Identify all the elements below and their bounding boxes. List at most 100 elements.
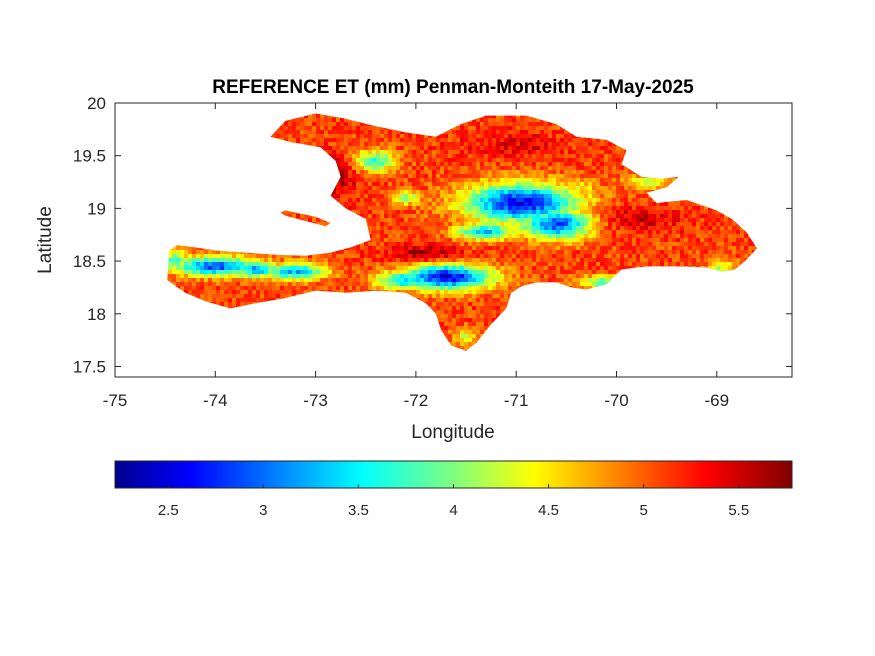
- et-cell: [468, 190, 473, 195]
- et-cell: [400, 290, 405, 295]
- et-cell: [388, 138, 393, 143]
- et-cell: [272, 262, 277, 267]
- et-cell: [316, 138, 321, 143]
- et-cell: [380, 246, 385, 251]
- et-cell: [460, 250, 465, 255]
- et-cell: [424, 178, 429, 183]
- et-cell: [456, 210, 461, 215]
- et-cell: [456, 254, 461, 259]
- et-cell: [456, 206, 461, 211]
- et-cell: [292, 118, 297, 123]
- et-cell: [452, 262, 457, 267]
- et-cell: [320, 286, 325, 291]
- et-cell: [356, 246, 361, 251]
- et-cell: [208, 250, 213, 255]
- et-cell: [444, 298, 449, 303]
- et-cell: [368, 286, 373, 291]
- et-cell: [268, 266, 273, 271]
- et-cell: [380, 278, 385, 283]
- et-cell: [216, 266, 221, 271]
- et-cell: [444, 130, 449, 135]
- et-cell: [456, 198, 461, 203]
- et-cell: [376, 258, 381, 263]
- et-cell: [348, 246, 353, 251]
- et-cell: [448, 210, 453, 215]
- et-cell: [472, 218, 477, 223]
- et-cell: [428, 178, 433, 183]
- et-cell: [464, 350, 469, 351]
- et-cell: [380, 170, 385, 175]
- et-cell: [368, 226, 373, 231]
- et-cell: [416, 190, 421, 195]
- et-cell: [400, 170, 405, 175]
- et-cell: [436, 174, 441, 179]
- et-cell: [416, 286, 421, 291]
- et-cell: [348, 270, 353, 275]
- et-cell: [300, 122, 305, 127]
- et-cell: [167, 274, 169, 279]
- et-cell: [472, 166, 477, 171]
- et-cell: [448, 178, 453, 183]
- et-cell: [312, 114, 317, 119]
- et-cell: [468, 234, 473, 239]
- et-cell: [412, 230, 417, 235]
- et-cell: [404, 194, 409, 199]
- et-cell: [408, 170, 413, 175]
- et-cell: [348, 154, 353, 159]
- et-cell: [392, 218, 397, 223]
- et-cell: [328, 138, 333, 143]
- et-cell: [456, 250, 461, 255]
- et-cell: [456, 270, 461, 275]
- et-cell: [188, 262, 193, 267]
- et-cell: [372, 198, 377, 203]
- et-cell: [468, 198, 473, 203]
- et-cell: [464, 242, 469, 247]
- et-cell: [236, 294, 241, 299]
- et-cell: [240, 262, 245, 267]
- et-cell: [212, 286, 217, 291]
- et-cell: [420, 286, 425, 291]
- et-cell: [364, 146, 369, 151]
- et-cell: [196, 286, 201, 291]
- et-cell: [312, 270, 317, 275]
- et-cell: [336, 286, 341, 291]
- et-cell: [364, 170, 369, 175]
- et-cell: [308, 278, 313, 283]
- et-cell: [200, 274, 205, 279]
- et-cell: [448, 154, 453, 159]
- et-cell: [376, 198, 381, 203]
- et-cell: [308, 254, 313, 259]
- et-cell: [332, 278, 337, 283]
- et-cell: [400, 214, 405, 219]
- et-cell: [344, 202, 349, 207]
- et-cell: [360, 162, 365, 167]
- et-cell: [388, 186, 393, 191]
- et-cell: [408, 250, 413, 255]
- et-cell: [272, 278, 277, 283]
- et-cell: [400, 130, 405, 135]
- et-cell: [276, 286, 281, 291]
- et-cell: [440, 250, 445, 255]
- et-cell: [336, 194, 341, 199]
- et-cell: [452, 202, 457, 207]
- et-cell: [396, 166, 401, 171]
- et-cell: [440, 294, 445, 299]
- et-cell: [360, 274, 365, 279]
- et-cell: [388, 286, 393, 291]
- et-cell: [260, 290, 265, 295]
- et-cell: [244, 262, 249, 267]
- et-cell: [392, 278, 397, 283]
- et-cell: [340, 182, 345, 187]
- et-cell: [388, 270, 393, 275]
- et-cell: [344, 138, 349, 143]
- et-cell: [168, 274, 173, 279]
- et-cell: [304, 214, 309, 219]
- et-cell: [304, 270, 309, 275]
- et-cell: [236, 250, 241, 255]
- et-cell: [344, 286, 349, 291]
- et-cell: [264, 278, 269, 283]
- et-cell: [436, 254, 441, 259]
- et-cell: [364, 142, 369, 147]
- et-cell: [276, 262, 281, 267]
- et-cell: [372, 174, 377, 179]
